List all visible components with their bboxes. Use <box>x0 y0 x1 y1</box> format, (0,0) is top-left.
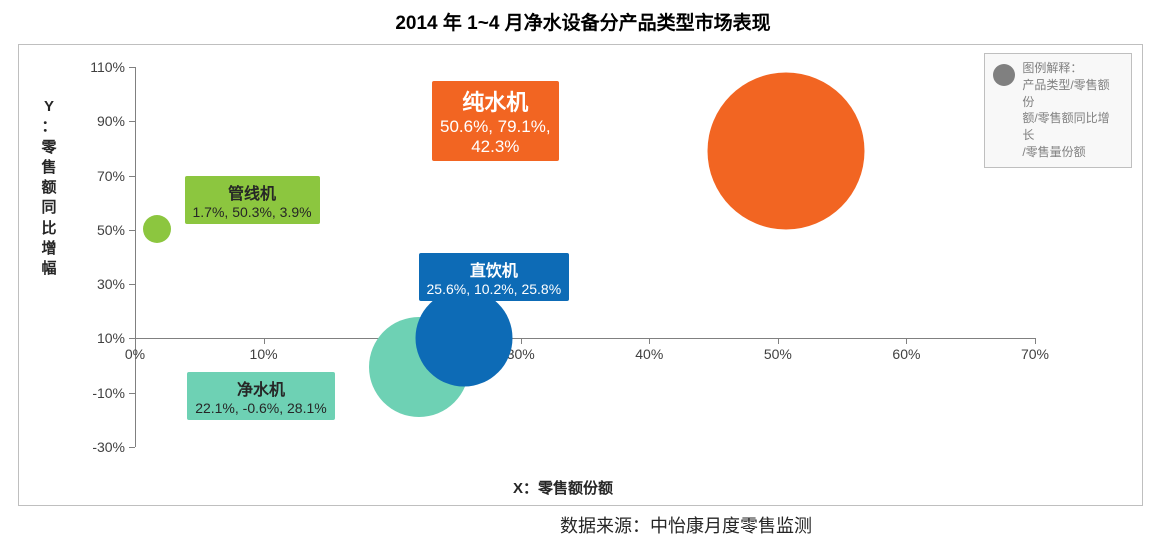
chart-area: 0%10%20%30%40%50%60%70%-30%-10%10%30%50%… <box>18 44 1143 506</box>
x-tick-label: 0% <box>125 346 145 362</box>
legend-line1: 产品类型/零售额份 <box>1022 78 1109 109</box>
y-tick-mark <box>129 338 135 339</box>
legend: 图例解释： 产品类型/零售额份 额/零售额同比增长 /零售量份额 <box>984 53 1132 168</box>
y-tick-mark <box>129 176 135 177</box>
legend-text: 图例解释： 产品类型/零售额份 额/零售额同比增长 /零售量份额 <box>1022 60 1118 161</box>
data-source: 数据来源：中怡康月度零售监测 <box>560 512 812 538</box>
data-label-1: 直饮机25.6%, 10.2%, 25.8% <box>419 253 570 301</box>
y-tick-label: 50% <box>97 222 125 238</box>
legend-line2: 额/零售额同比增长 <box>1022 111 1109 142</box>
bubble-3 <box>143 215 171 243</box>
x-tick-label: 10% <box>250 346 278 362</box>
legend-title: 图例解释： <box>1022 61 1082 75</box>
legend-line3: /零售量份额 <box>1022 145 1085 159</box>
y-tick-label: 30% <box>97 276 125 292</box>
x-tick-mark <box>521 338 522 344</box>
x-axis-label: X：零售额份额 <box>513 477 613 498</box>
data-label-2: 净水机22.1%, -0.6%, 28.1% <box>187 372 335 420</box>
y-tick-label: -30% <box>92 439 125 455</box>
x-tick-mark <box>264 338 265 344</box>
x-tick-mark <box>649 338 650 344</box>
y-tick-label: 90% <box>97 113 125 129</box>
bubble-0 <box>707 72 864 229</box>
bubble-1 <box>416 289 513 386</box>
data-label-3: 管线机1.7%, 50.3%, 3.9% <box>185 176 320 224</box>
page-title: 2014 年 1~4 月净水设备分产品类型市场表现 <box>0 0 1166 35</box>
x-tick-label: 50% <box>764 346 792 362</box>
y-tick-mark <box>129 230 135 231</box>
legend-circle-icon <box>993 64 1015 86</box>
x-tick-label: 60% <box>892 346 920 362</box>
y-axis-label: Y：零售额同比增幅 <box>39 97 59 279</box>
x-tick-mark <box>778 338 779 344</box>
y-tick-mark <box>129 284 135 285</box>
x-tick-label: 40% <box>635 346 663 362</box>
y-tick-label: 10% <box>97 330 125 346</box>
y-axis <box>135 67 136 447</box>
y-tick-mark <box>129 121 135 122</box>
y-tick-label: 70% <box>97 168 125 184</box>
plot-region: 0%10%20%30%40%50%60%70%-30%-10%10%30%50%… <box>135 67 1035 447</box>
x-tick-mark <box>135 338 136 344</box>
y-tick-mark <box>129 67 135 68</box>
x-tick-label: 70% <box>1021 346 1049 362</box>
data-label-0: 纯水机50.6%, 79.1%,42.3% <box>432 81 559 161</box>
y-tick-mark <box>129 393 135 394</box>
y-tick-mark <box>129 447 135 448</box>
x-tick-mark <box>1035 338 1036 344</box>
y-tick-label: 110% <box>90 59 125 75</box>
x-tick-mark <box>906 338 907 344</box>
x-axis <box>135 338 1035 339</box>
y-tick-label: -10% <box>92 385 125 401</box>
